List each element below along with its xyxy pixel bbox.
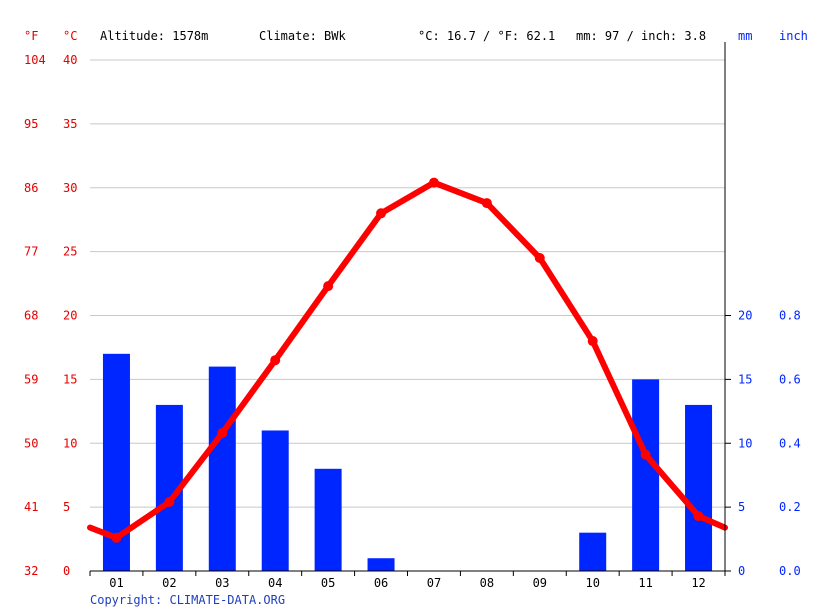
inch-unit-label: inch <box>779 29 808 43</box>
celsius-tick-label: 35 <box>63 117 77 131</box>
temperature-point <box>693 511 704 522</box>
celsius-tick-label: 0 <box>63 564 70 578</box>
temperature-point <box>534 253 545 264</box>
temperature-point <box>323 281 334 292</box>
precipitation-bar <box>208 366 236 571</box>
inch-tick-label: 0.6 <box>779 372 801 386</box>
celsius-tick-label: 25 <box>63 245 77 259</box>
month-tick-label: 11 <box>638 576 652 590</box>
celsius-tick-label: 5 <box>63 500 70 514</box>
inch-tick-label: 0.8 <box>779 309 801 323</box>
temperature-point <box>640 449 651 460</box>
inch-tick-label: 0.4 <box>779 436 801 450</box>
month-tick-label: 09 <box>533 576 547 590</box>
climate-label: Climate: BWk <box>259 29 346 43</box>
temperature-average-label: °C: 16.7 / °F: 62.1 <box>418 29 555 43</box>
temperature-point <box>428 177 439 188</box>
celsius-tick-label: 40 <box>63 53 77 67</box>
month-tick-label: 04 <box>268 576 282 590</box>
month-tick-label: 08 <box>480 576 494 590</box>
mm-tick-label: 0 <box>738 564 745 578</box>
mm-unit-label: mm <box>738 29 752 43</box>
celsius-tick-label: 30 <box>63 181 77 195</box>
precipitation-bar <box>261 430 289 571</box>
fahrenheit-tick-label: 32 <box>24 564 38 578</box>
celsius-tick-label: 10 <box>63 436 77 450</box>
month-tick-label: 03 <box>215 576 229 590</box>
precipitation-bar <box>314 468 342 571</box>
temperature-point <box>111 532 122 543</box>
tick-labels: 0 32 5 41 10 50 15 59 20 68 25 77 30 86 35 95 40 104 0 0.0 5… <box>24 53 801 590</box>
month-tick-label: 02 <box>162 576 176 590</box>
precipitation-total-label: mm: 97 / inch: 3.8 <box>576 29 706 43</box>
fahrenheit-tick-label: 68 <box>24 309 38 323</box>
precipitation-bar <box>632 379 660 571</box>
temperature-point <box>270 355 281 366</box>
precipitation-bar <box>367 558 395 571</box>
celsius-tick-label: 20 <box>63 309 77 323</box>
temperature-line <box>87 177 728 543</box>
celsius-tick-label: 15 <box>63 372 77 386</box>
month-tick-label: 01 <box>109 576 123 590</box>
fahrenheit-tick-label: 41 <box>24 500 38 514</box>
grid-lines <box>90 59 725 508</box>
temperature-point <box>217 428 228 439</box>
fahrenheit-unit-label: °F <box>24 29 38 43</box>
inch-tick-label: 0.0 <box>779 564 801 578</box>
mm-tick-label: 20 <box>738 309 752 323</box>
copyright-link[interactable]: Copyright: CLIMATE-DATA.ORG <box>90 593 285 607</box>
temperature-point <box>376 208 387 219</box>
precipitation-bars <box>102 353 713 571</box>
fahrenheit-tick-label: 50 <box>24 436 38 450</box>
altitude-label: Altitude: 1578m <box>100 29 208 43</box>
month-tick-label: 07 <box>427 576 441 590</box>
fahrenheit-tick-label: 104 <box>24 53 46 67</box>
fahrenheit-tick-label: 77 <box>24 245 38 259</box>
celsius-unit-label: °C <box>63 29 77 43</box>
month-tick-label: 05 <box>321 576 335 590</box>
inch-tick-label: 0.2 <box>779 500 801 514</box>
month-tick-label: 12 <box>691 576 705 590</box>
precipitation-bar <box>579 532 607 571</box>
fahrenheit-tick-label: 86 <box>24 181 38 195</box>
fahrenheit-tick-label: 59 <box>24 372 38 386</box>
fahrenheit-tick-label: 95 <box>24 117 38 131</box>
mm-tick-label: 5 <box>738 500 745 514</box>
precipitation-bar <box>685 404 713 571</box>
temperature-point <box>587 336 598 347</box>
temperature-point <box>481 198 492 209</box>
temperature-line-path <box>87 179 728 541</box>
axes <box>89 42 731 576</box>
mm-tick-label: 10 <box>738 436 752 450</box>
month-tick-label: 10 <box>585 576 599 590</box>
mm-tick-label: 15 <box>738 372 752 386</box>
month-tick-label: 06 <box>374 576 388 590</box>
temperature-point <box>164 497 175 508</box>
